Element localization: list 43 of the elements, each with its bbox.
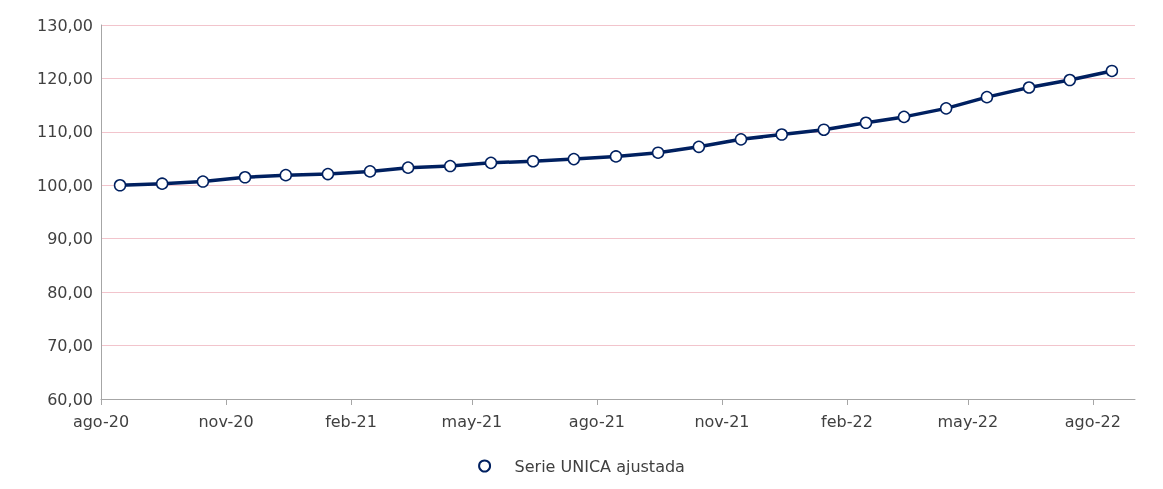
point [1063,73,1077,87]
point [279,168,293,182]
point [1022,81,1036,94]
x-tick-label: ago-22 [1064,411,1121,431]
x-tick-label: may-22 [937,411,999,431]
x-tick-label: may-21 [441,411,503,431]
y-tick-label: 90,00 [47,229,93,249]
x-tick-label: nov-21 [694,411,750,431]
point [859,116,873,130]
point [363,165,377,178]
y-tick-label: 120,00 [37,68,93,88]
x-tick-label: ago-20 [72,411,130,431]
y-tick-label: 70,00 [47,336,93,356]
y-tick-label: 80,00 [47,282,93,302]
point [651,146,665,159]
point [609,150,623,163]
point [484,156,498,170]
x-tick-label: feb-21 [325,411,377,431]
y-tick-label: 130,00 [37,15,93,35]
point [980,90,994,104]
y-tick-label: 60,00 [47,389,93,409]
point [775,128,788,141]
point [939,102,953,115]
point [897,110,911,124]
point [526,155,540,168]
point [443,159,457,173]
point [817,123,831,136]
point [692,140,706,154]
point [196,175,210,188]
point [155,177,169,190]
point [1105,64,1119,78]
point [113,179,127,192]
point [734,133,748,146]
y-tick-label: 110,00 [37,122,93,142]
x-tick-label: feb-22 [821,411,873,431]
point [321,167,335,181]
x-tick-label: ago-21 [568,411,626,431]
point [401,161,415,174]
point [567,152,581,166]
point [238,171,252,184]
legend-label: Serie UNICA ajustada [514,456,685,476]
y-tick-label: 100,00 [37,175,93,195]
x-tick-label: nov-20 [198,411,254,431]
